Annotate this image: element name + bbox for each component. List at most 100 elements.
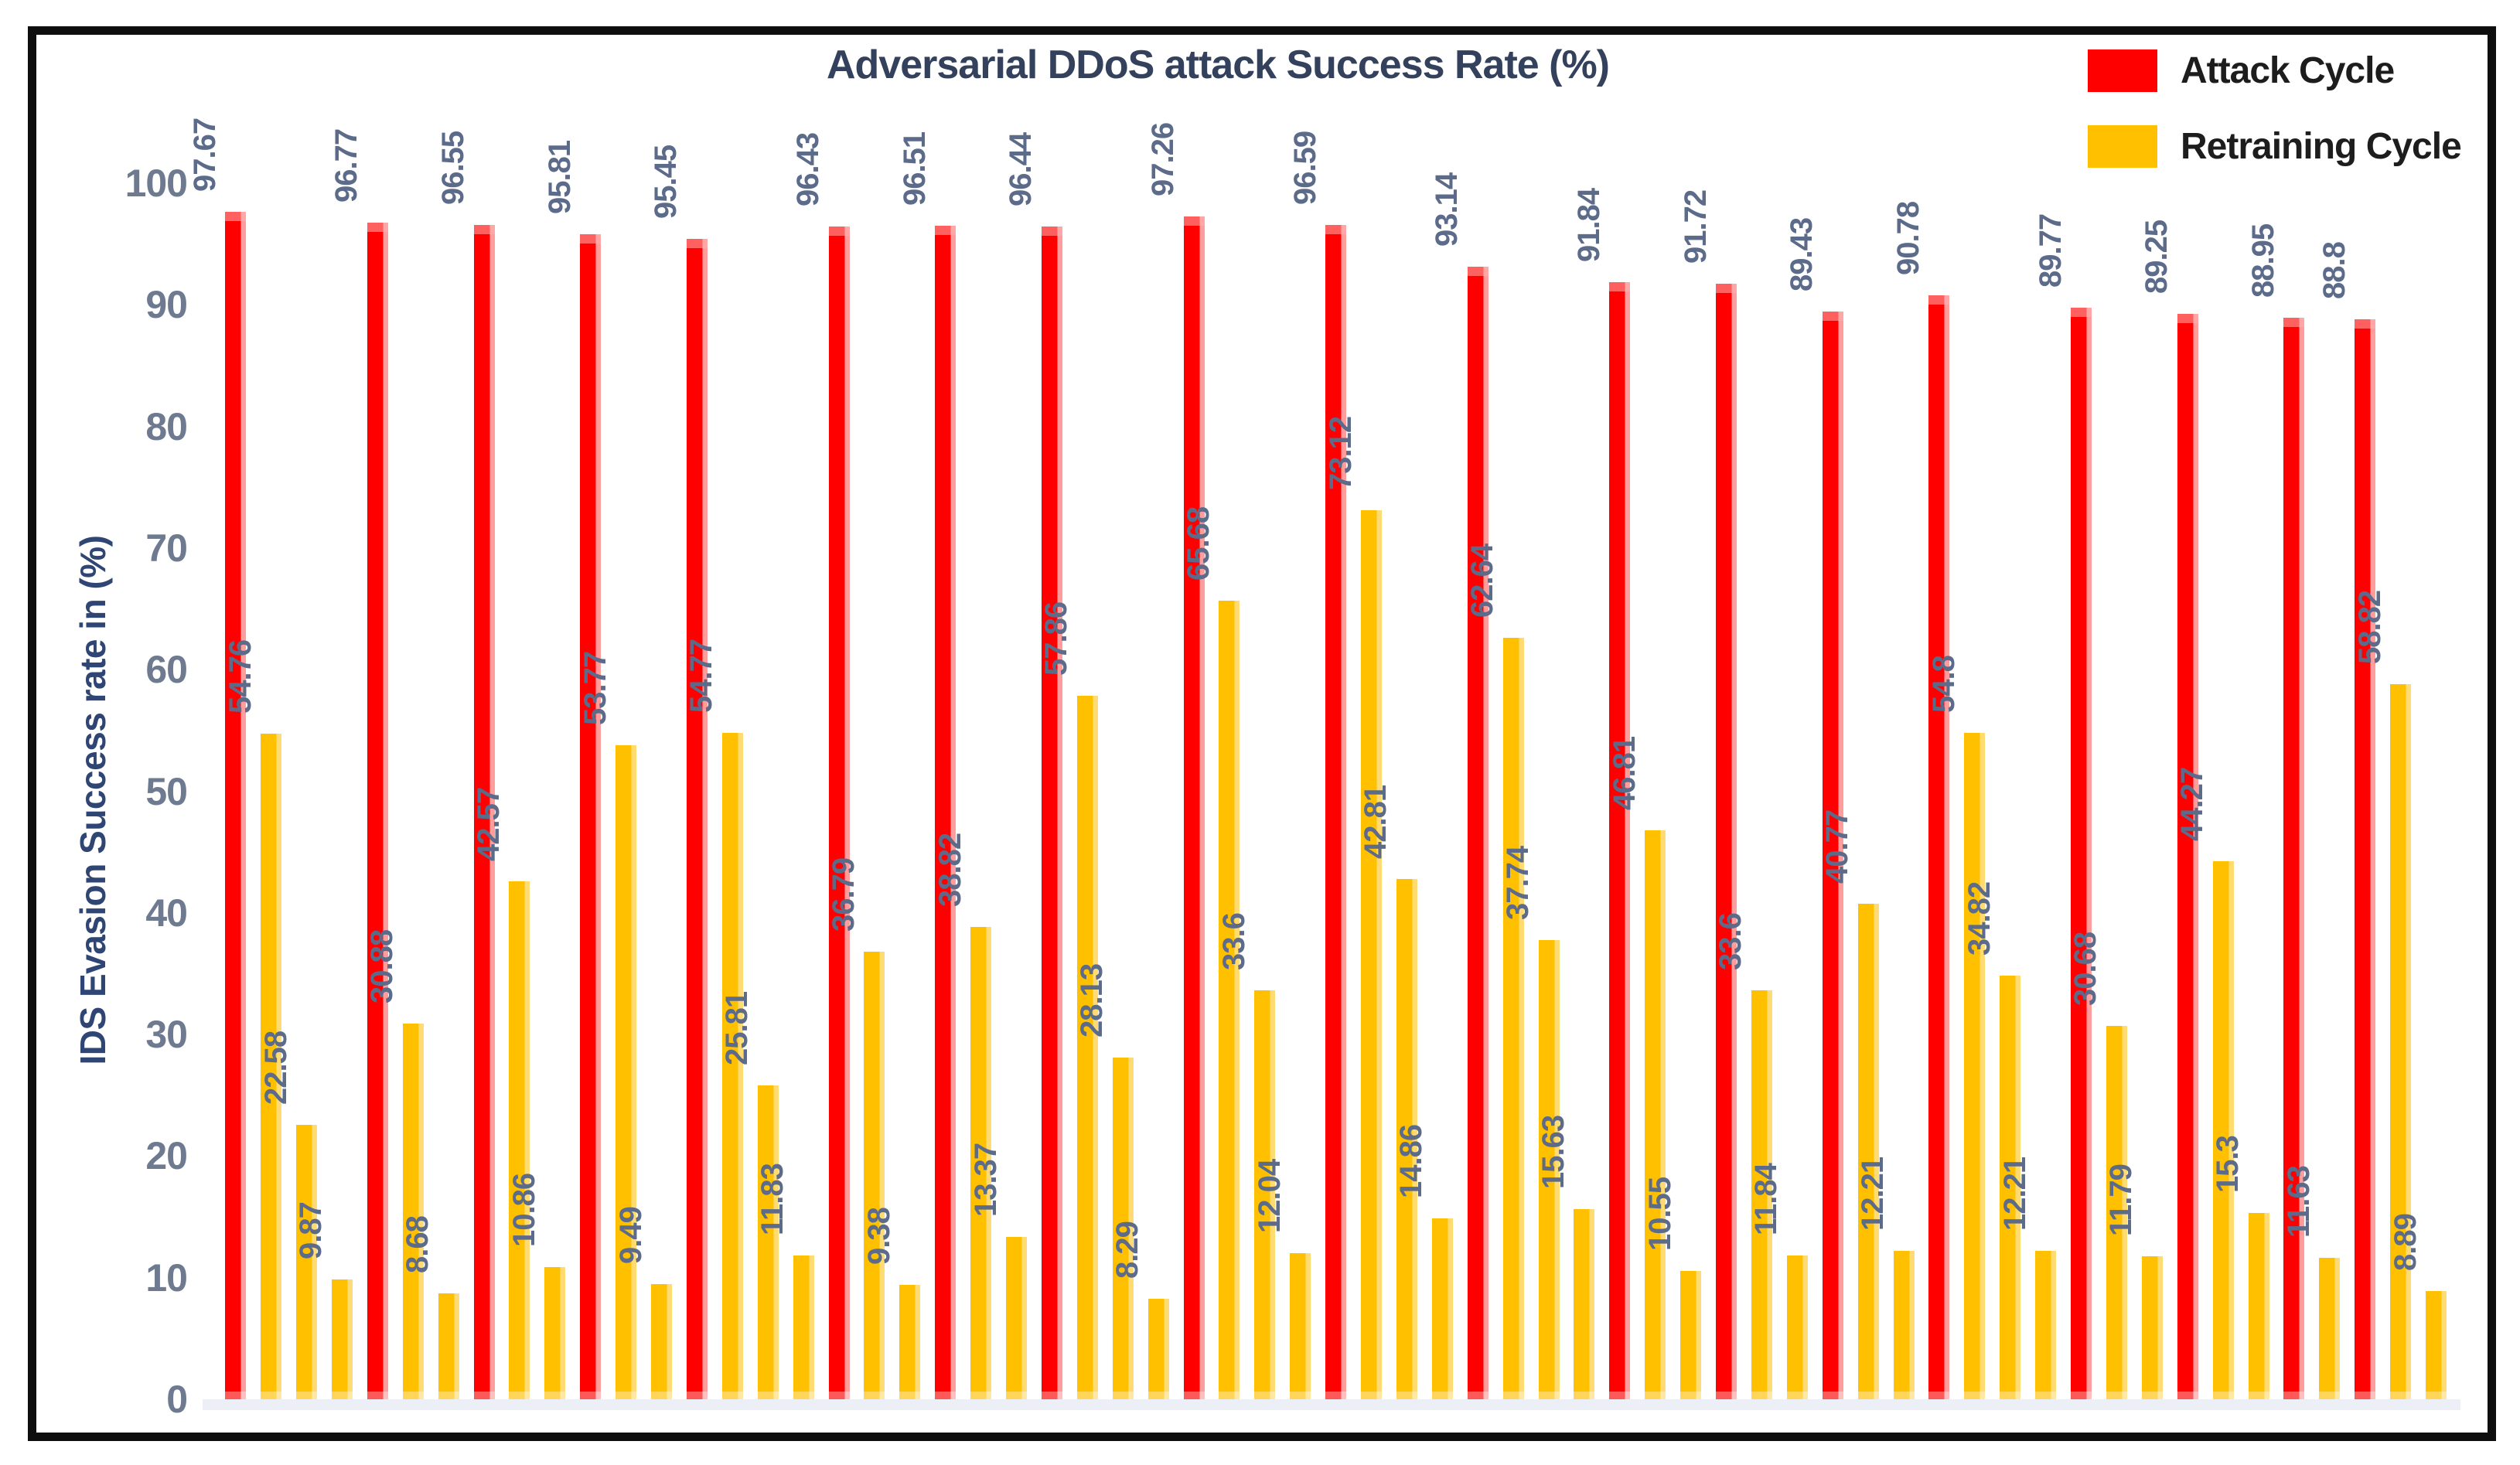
retraining-cycle-bar	[1219, 600, 1240, 1399]
bar-value-label: 8.29	[1110, 1221, 1145, 1279]
retraining-cycle-bar	[261, 733, 282, 1399]
y-axis-tick-label: 70	[145, 526, 188, 570]
attack-cycle-bar	[1822, 312, 1843, 1399]
retraining-cycle-bar	[331, 1279, 353, 1399]
y-axis-tick-label: 40	[145, 891, 188, 935]
bar-value-label: 95.45	[649, 145, 684, 219]
retraining-cycle-bar	[1502, 637, 1524, 1399]
bar-value-label: 12.21	[1997, 1157, 2032, 1231]
attack-cycle-bar	[473, 225, 495, 1399]
legend-label-attack-cycle: Attack Cycle	[2181, 50, 2395, 91]
retraining-cycle-bar	[721, 733, 743, 1399]
retraining-cycle-bar	[1254, 990, 1276, 1399]
retraining-cycle-bar	[1786, 1255, 1808, 1399]
bar-value-label: 73.12	[1323, 416, 1358, 490]
bar-value-label: 36.79	[826, 858, 861, 932]
retraining-cycle-bar	[1361, 509, 1383, 1399]
retraining-cycle-bar	[1645, 830, 1666, 1399]
retraining-cycle-bar	[1006, 1236, 1028, 1399]
bar-value-label: 91.72	[1678, 190, 1713, 264]
retraining-cycle-bar	[757, 1085, 779, 1399]
bar-value-label: 37.74	[1501, 847, 1536, 921]
y-axis-tick-label: 50	[145, 769, 188, 813]
bar-value-label: 9.49	[613, 1206, 648, 1264]
attack-cycle-bar	[1928, 295, 1950, 1399]
bar-value-label: 8.89	[2388, 1214, 2423, 1272]
bar-value-label: 62.64	[1465, 543, 1500, 618]
bar-value-label: 95.81	[542, 140, 577, 214]
bar-value-label: 58.82	[2352, 590, 2387, 664]
bar-value-label: 96.77	[329, 128, 364, 203]
bar-value-label: 33.6	[1216, 913, 1251, 971]
y-axis-tick-label: 90	[145, 283, 188, 327]
attack-cycle-bar	[580, 233, 602, 1399]
legend-label-retraining-cycle: Retraining Cycle	[2181, 126, 2462, 167]
legend: Attack Cycle Retraining Cycle	[2088, 49, 2462, 201]
attack-cycle-swatch-icon	[2088, 49, 2157, 92]
bar-value-label: 54.76	[223, 639, 257, 714]
bar-value-label: 30.88	[365, 930, 400, 1004]
retraining-cycle-bar	[1076, 695, 1098, 1399]
y-axis-tick-label: 80	[145, 404, 188, 448]
retraining-cycle-bar	[2248, 1213, 2269, 1399]
retraining-cycle-bar	[402, 1024, 424, 1399]
retraining-cycle-bar	[2319, 1258, 2341, 1399]
retraining-cycle-bar	[1751, 990, 1772, 1399]
bar-value-label: 30.68	[2068, 932, 2103, 1007]
attack-cycle-bar	[686, 238, 708, 1399]
bar-value-label: 46.81	[1607, 736, 1642, 810]
retraining-cycle-bar	[2106, 1026, 2127, 1399]
retraining-cycle-bar	[1112, 1057, 1134, 1399]
chart-title: Adversarial DDoS attack Success Rate (%)	[826, 43, 1610, 87]
bar-value-label: 89.43	[1785, 218, 1819, 292]
bar-value-label: 13.37	[968, 1143, 1003, 1217]
retraining-cycle-bar	[1396, 878, 1417, 1399]
bar-value-label: 34.82	[1962, 882, 1997, 956]
attack-cycle-bar	[1183, 216, 1205, 1399]
attack-cycle-bar	[225, 211, 247, 1399]
retraining-cycle-bar	[509, 881, 530, 1399]
retraining-cycle-bar	[616, 745, 637, 1399]
bar-value-label: 22.58	[258, 1031, 293, 1105]
retraining-cycle-bar	[2390, 683, 2412, 1399]
bar-value-label: 12.04	[1252, 1159, 1287, 1233]
y-axis-tick-label: 10	[145, 1255, 188, 1300]
attack-cycle-bar	[1716, 284, 1737, 1399]
attack-cycle-bar	[2355, 319, 2376, 1399]
retraining-cycle-bar	[2000, 976, 2021, 1399]
attack-cycle-bar	[1325, 224, 1347, 1399]
bar-value-label: 9.87	[294, 1201, 329, 1259]
attack-cycle-bar	[1609, 282, 1631, 1399]
bar-value-label: 93.14	[1430, 172, 1465, 247]
bar-value-label: 11.83	[755, 1163, 790, 1235]
retraining-cycle-bar	[438, 1293, 459, 1399]
attack-cycle-bar	[1041, 226, 1062, 1399]
bar-value-label: 53.77	[578, 652, 612, 726]
y-axis-tick-label: 30	[145, 1013, 188, 1057]
attack-cycle-bar	[2071, 307, 2092, 1399]
retraining-cycle-bar	[1431, 1218, 1453, 1399]
bar-value-label: 25.81	[720, 991, 755, 1065]
bar-value-label: 42.81	[1359, 785, 1393, 859]
retraining-cycle-bar	[2212, 860, 2234, 1399]
retraining-cycle-swatch-icon	[2088, 125, 2157, 168]
x-axis-baseline	[203, 1399, 2460, 1410]
bar-value-label: 38.82	[933, 833, 967, 908]
bar-value-label: 12.21	[1856, 1157, 1891, 1231]
retraining-cycle-bar	[1964, 732, 1986, 1399]
bar-value-label: 28.13	[1075, 963, 1110, 1037]
bar-value-label: 54.8	[1926, 656, 1961, 713]
retraining-cycle-bar	[544, 1267, 566, 1399]
bar-value-label: 33.6	[1714, 913, 1748, 971]
bar-value-label: 96.59	[1287, 131, 1322, 205]
retraining-cycle-bar	[970, 927, 992, 1399]
retraining-cycle-bar	[2426, 1291, 2447, 1399]
bar-value-label: 88.95	[2245, 223, 2280, 298]
bar-value-label: 89.77	[2033, 213, 2068, 288]
bar-value-label: 44.27	[2175, 767, 2210, 841]
bar-value-label: 90.78	[1891, 201, 1925, 276]
attack-cycle-bar	[367, 222, 388, 1399]
bar-value-label: 15.63	[1536, 1116, 1570, 1190]
retraining-cycle-bar	[899, 1285, 921, 1399]
